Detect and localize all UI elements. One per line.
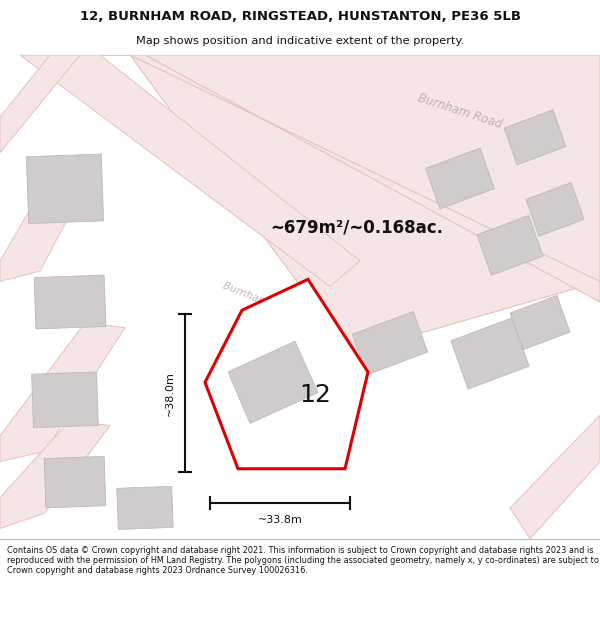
- Polygon shape: [510, 296, 570, 350]
- Text: ~679m²/~0.168ac.: ~679m²/~0.168ac.: [270, 219, 443, 237]
- Polygon shape: [130, 55, 600, 354]
- Polygon shape: [228, 341, 318, 424]
- Polygon shape: [20, 55, 360, 287]
- Polygon shape: [477, 216, 543, 276]
- Text: Burnham road: Burnham road: [221, 281, 295, 318]
- Polygon shape: [0, 421, 110, 529]
- Polygon shape: [34, 275, 106, 329]
- Text: ~33.8m: ~33.8m: [257, 515, 302, 525]
- Text: Contains OS data © Crown copyright and database right 2021. This information is : Contains OS data © Crown copyright and d…: [7, 546, 599, 576]
- Polygon shape: [0, 55, 80, 152]
- Polygon shape: [85, 55, 600, 302]
- Polygon shape: [451, 318, 529, 389]
- Polygon shape: [32, 372, 98, 428]
- Text: ~38.0m: ~38.0m: [165, 371, 175, 416]
- Text: Burnham Road: Burnham Road: [416, 92, 504, 131]
- Polygon shape: [425, 148, 494, 209]
- Polygon shape: [26, 154, 104, 224]
- Polygon shape: [504, 110, 566, 165]
- Polygon shape: [0, 158, 100, 281]
- Polygon shape: [117, 486, 173, 529]
- Text: 12, BURNHAM ROAD, RINGSTEAD, HUNSTANTON, PE36 5LB: 12, BURNHAM ROAD, RINGSTEAD, HUNSTANTON,…: [79, 10, 521, 23]
- Polygon shape: [0, 322, 125, 461]
- Polygon shape: [510, 415, 600, 539]
- Polygon shape: [205, 279, 368, 469]
- Polygon shape: [352, 311, 428, 375]
- Polygon shape: [526, 182, 584, 236]
- Text: 12: 12: [299, 382, 331, 407]
- Text: Map shows position and indicative extent of the property.: Map shows position and indicative extent…: [136, 36, 464, 46]
- Polygon shape: [44, 456, 106, 508]
